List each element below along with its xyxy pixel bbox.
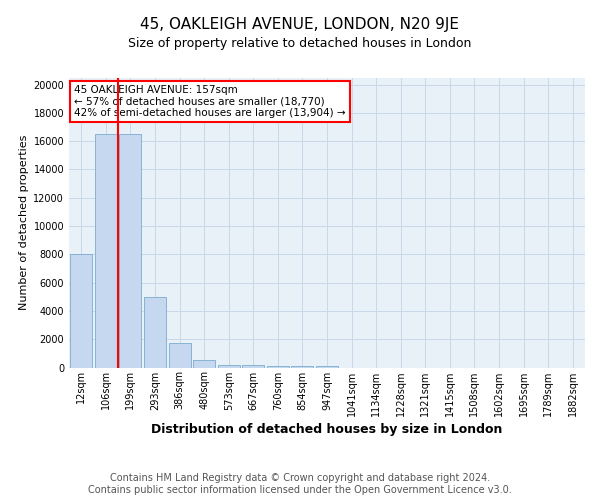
Bar (169, 342, 191, 367)
Bar (193, 360, 215, 368)
Bar (144, 297, 166, 368)
Y-axis label: Number of detached properties: Number of detached properties (19, 135, 29, 310)
X-axis label: Distribution of detached houses by size in London: Distribution of detached houses by size … (151, 422, 503, 436)
Bar (316, 366, 338, 368)
Text: 45, OAKLEIGH AVENUE, LONDON, N20 9JE: 45, OAKLEIGH AVENUE, LONDON, N20 9JE (140, 18, 460, 32)
Text: Size of property relative to detached houses in London: Size of property relative to detached ho… (128, 38, 472, 51)
Text: 45 OAKLEIGH AVENUE: 157sqm
← 57% of detached houses are smaller (18,770)
42% of : 45 OAKLEIGH AVENUE: 157sqm ← 57% of deta… (74, 84, 346, 118)
Bar (95, 134, 117, 368)
Bar (70, 254, 92, 368)
Bar (119, 134, 142, 368)
Bar (218, 364, 240, 368)
Bar (292, 366, 313, 368)
Text: Contains HM Land Registry data © Crown copyright and database right 2024.
Contai: Contains HM Land Registry data © Crown c… (88, 474, 512, 495)
Bar (242, 366, 265, 368)
Bar (267, 366, 289, 368)
